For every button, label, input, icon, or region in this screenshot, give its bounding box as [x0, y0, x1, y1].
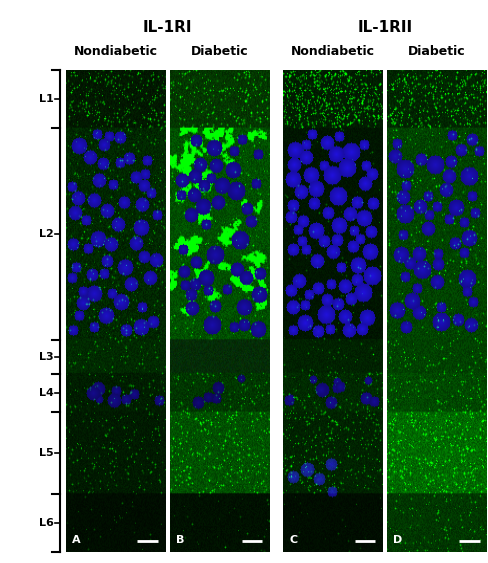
Text: Diabetic: Diabetic: [407, 45, 465, 58]
Text: Nondiabetic: Nondiabetic: [290, 45, 374, 58]
Text: IL-1RII: IL-1RII: [357, 20, 411, 35]
Text: B: B: [176, 534, 184, 544]
Text: IL-1RI: IL-1RI: [142, 20, 192, 35]
Text: L3: L3: [39, 352, 54, 362]
Text: Nondiabetic: Nondiabetic: [74, 45, 157, 58]
Text: L1: L1: [39, 94, 54, 104]
Text: L6: L6: [39, 518, 54, 528]
Text: L2: L2: [39, 229, 54, 239]
Text: A: A: [72, 534, 81, 544]
Text: L4: L4: [39, 388, 54, 398]
Text: L5: L5: [39, 448, 54, 458]
Text: Diabetic: Diabetic: [191, 45, 248, 58]
Text: D: D: [392, 534, 402, 544]
Text: C: C: [288, 534, 297, 544]
